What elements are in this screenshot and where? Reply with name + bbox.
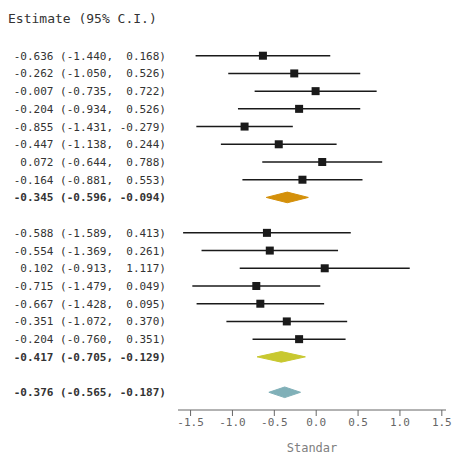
svg-text:-0.204 (-0.934, 0.526): -0.204 (-0.934, 0.526) (14, 103, 166, 116)
svg-text:-1.5: -1.5 (177, 416, 204, 429)
svg-text:-0.636 (-1.440, 0.168): -0.636 (-1.440, 0.168) (14, 50, 166, 63)
svg-text:-0.376 (-0.565, -0.187): -0.376 (-0.565, -0.187) (14, 386, 166, 399)
svg-text:Standar: Standar (287, 441, 338, 455)
svg-text:-0.855 (-1.431, -0.279): -0.855 (-1.431, -0.279) (14, 121, 166, 134)
svg-text:-0.417 (-0.705, -0.129): -0.417 (-0.705, -0.129) (14, 351, 166, 364)
svg-text:-1.0: -1.0 (219, 416, 246, 429)
svg-text:1.0: 1.0 (390, 416, 410, 429)
svg-text:-0.588 (-1.589, 0.413): -0.588 (-1.589, 0.413) (14, 227, 166, 240)
svg-text:-0.554 (-1.369, 0.261): -0.554 (-1.369, 0.261) (14, 245, 166, 258)
svg-text:-0.351 (-1.072, 0.370): -0.351 (-1.072, 0.370) (14, 315, 166, 328)
svg-text:-0.345 (-0.596, -0.094): -0.345 (-0.596, -0.094) (14, 191, 166, 204)
svg-text:-0.164 (-0.881, 0.553): -0.164 (-0.881, 0.553) (14, 174, 166, 187)
svg-text:0.5: 0.5 (348, 416, 368, 429)
svg-text:-0.204 (-0.760, 0.351): -0.204 (-0.760, 0.351) (14, 333, 166, 346)
svg-text:0.072 (-0.644, 0.788): 0.072 (-0.644, 0.788) (14, 156, 166, 169)
svg-text:-0.5: -0.5 (261, 416, 288, 429)
svg-text:-0.715 (-1.479, 0.049): -0.715 (-1.479, 0.049) (14, 280, 166, 293)
svg-text:-0.447 (-1.138, 0.244): -0.447 (-1.138, 0.244) (14, 138, 166, 151)
svg-text:-0.667 (-1.428, 0.095): -0.667 (-1.428, 0.095) (14, 298, 166, 311)
svg-text:-0.007 (-0.735, 0.722): -0.007 (-0.735, 0.722) (14, 85, 166, 98)
svg-text:1.5: 1.5 (432, 416, 452, 429)
svg-text:-0.262 (-1.050, 0.526): -0.262 (-1.050, 0.526) (14, 67, 166, 80)
svg-text:0.102 (-0.913, 1.117): 0.102 (-0.913, 1.117) (14, 262, 166, 275)
html-text:Estimate (95% C.I.): Estimate (95% C.I.) (8, 11, 157, 26)
svg-text:0.0: 0.0 (306, 416, 326, 429)
